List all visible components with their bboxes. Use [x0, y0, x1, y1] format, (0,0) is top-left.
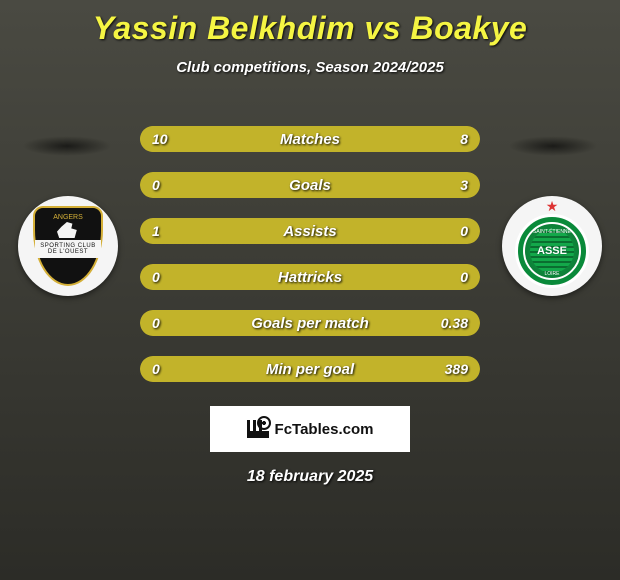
stat-label: Goals [140, 172, 480, 198]
left-logo-shadow [22, 136, 112, 156]
page-title: Yassin Belkhdim vs Boakye [0, 0, 620, 47]
stat-label: Min per goal [140, 356, 480, 382]
date-text: 18 february 2025 [0, 468, 620, 486]
stat-row: 03Goals [140, 172, 480, 198]
stat-row: 00Hattricks [140, 264, 480, 290]
asse-top-text: SAINT-ÉTIENNE [533, 229, 571, 235]
fctables-logo-icon [247, 420, 269, 438]
stat-label: Hattricks [140, 264, 480, 290]
asse-stripes: ASSE [530, 229, 574, 273]
asse-badge-icon: ★ SAINT-ÉTIENNE ASSE LOIRE [515, 204, 589, 288]
asse-star-icon: ★ [546, 198, 559, 215]
angers-top-text: ANGERS [53, 214, 83, 221]
right-logo-shadow [508, 136, 598, 156]
team-left-logo: ANGERS SPORTING CLUB DE L'OUEST [18, 196, 118, 296]
team-right-logo: ★ SAINT-ÉTIENNE ASSE LOIRE [502, 196, 602, 296]
stat-row: 00.38Goals per match [140, 310, 480, 336]
comparison-area: ANGERS SPORTING CLUB DE L'OUEST ★ SAINT-… [0, 106, 620, 386]
asse-inner: SAINT-ÉTIENNE ASSE LOIRE [523, 222, 581, 280]
angers-badge-icon: ANGERS SPORTING CLUB DE L'OUEST [33, 206, 103, 286]
watermark-text: FcTables.com [275, 421, 374, 438]
stat-bars: 108Matches 03Goals 10Assists 00Hattricks 00.… [140, 126, 480, 402]
stat-row: 10Assists [140, 218, 480, 244]
asse-center-text: ASSE [537, 246, 567, 257]
angers-horse-icon [57, 222, 79, 238]
player2-name: Boakye [410, 10, 527, 46]
asse-bot-text: LOIRE [544, 271, 559, 277]
content-root: Yassin Belkhdim vs Boakye Club competiti… [0, 0, 620, 580]
angers-stripe: SPORTING CLUB DE L'OUEST [35, 240, 101, 258]
stat-label: Goals per match [140, 310, 480, 336]
player1-name: Yassin Belkhdim [93, 10, 355, 46]
stat-row: 108Matches [140, 126, 480, 152]
vs-text: vs [364, 10, 401, 46]
watermark: FcTables.com [210, 406, 410, 452]
stat-label: Matches [140, 126, 480, 152]
stat-row: 0389Min per goal [140, 356, 480, 382]
stat-label: Assists [140, 218, 480, 244]
subtitle: Club competitions, Season 2024/2025 [0, 59, 620, 76]
asse-shield: SAINT-ÉTIENNE ASSE LOIRE [515, 214, 589, 288]
